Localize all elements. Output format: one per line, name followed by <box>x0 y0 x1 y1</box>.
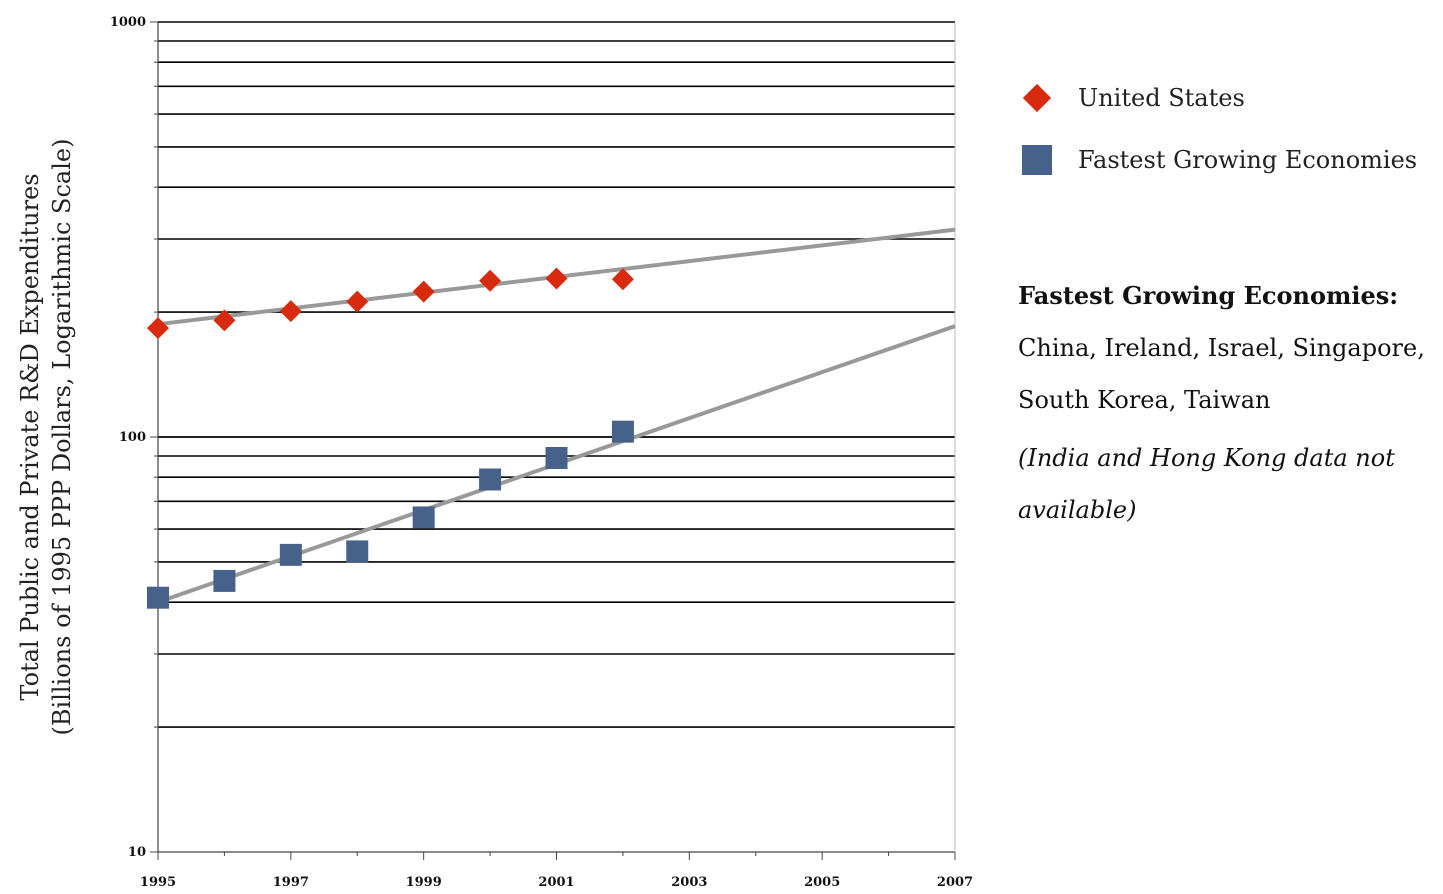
data-point-fastest-growing <box>213 569 236 592</box>
y-tick-label: 100 <box>119 430 146 445</box>
note-line: China, Ireland, Israel, Singapore, <box>1018 334 1425 362</box>
note-title: Fastest Growing Economies: <box>1018 281 1399 310</box>
data-point-united-states <box>346 290 369 313</box>
x-tick-label: 1999 <box>406 875 442 890</box>
axes <box>150 21 956 860</box>
data-points <box>147 267 634 609</box>
square-marker-icon <box>1020 143 1054 177</box>
data-point-fastest-growing <box>147 586 169 609</box>
data-point-fastest-growing <box>279 543 302 566</box>
tick-labels: 10 100 1000 1995 1997 1999 2001 2003 2005 2007 <box>110 15 973 890</box>
data-point-united-states <box>147 317 169 340</box>
diamond-marker-icon <box>1020 81 1054 115</box>
annotation-note: Fastest Growing Economies: China, Irelan… <box>1018 270 1443 536</box>
legend-label: Fastest Growing Economies <box>1078 146 1418 174</box>
data-point-fastest-growing <box>346 540 369 563</box>
data-point-united-states <box>479 269 502 292</box>
data-point-fastest-growing <box>545 447 568 470</box>
gridlines <box>158 21 955 728</box>
data-point-united-states <box>213 309 236 332</box>
note-line: South Korea, Taiwan <box>1018 386 1271 414</box>
y-tick-label: 10 <box>128 845 146 860</box>
y-axis-title-line2: (Billions of 1995 PPP Dollars, Logarithm… <box>48 139 76 736</box>
y-axis-title-group: Total Public and Private R&D Expenditure… <box>16 139 76 736</box>
data-point-fastest-growing <box>412 506 435 529</box>
x-tick-label: 1995 <box>140 875 176 890</box>
x-tick-label: 2001 <box>538 875 574 890</box>
legend-item-fastest-growing: Fastest Growing Economies <box>1020 140 1417 180</box>
note-italic: (India and Hong Kong data not available) <box>1018 444 1395 524</box>
x-tick-label: 2007 <box>937 875 973 890</box>
data-point-united-states <box>279 300 302 323</box>
data-point-united-states <box>611 268 634 291</box>
legend-label: United States <box>1078 84 1245 112</box>
x-tick-label: 1997 <box>273 875 309 890</box>
data-point-fastest-growing <box>479 468 502 491</box>
x-tick-label: 2005 <box>804 875 840 890</box>
data-point-united-states <box>412 280 435 303</box>
y-axis-title: Total Public and Private R&D Expenditure… <box>16 139 76 736</box>
legend: United States Fastest Growing Economies <box>1020 78 1417 202</box>
y-axis-title-line1: Total Public and Private R&D Expenditure… <box>16 173 44 700</box>
data-point-fastest-growing <box>611 420 634 443</box>
legend-item-united-states: United States <box>1020 78 1417 118</box>
x-tick-label: 2003 <box>671 875 707 890</box>
y-tick-label: 1000 <box>110 15 146 30</box>
data-point-united-states <box>545 267 568 290</box>
